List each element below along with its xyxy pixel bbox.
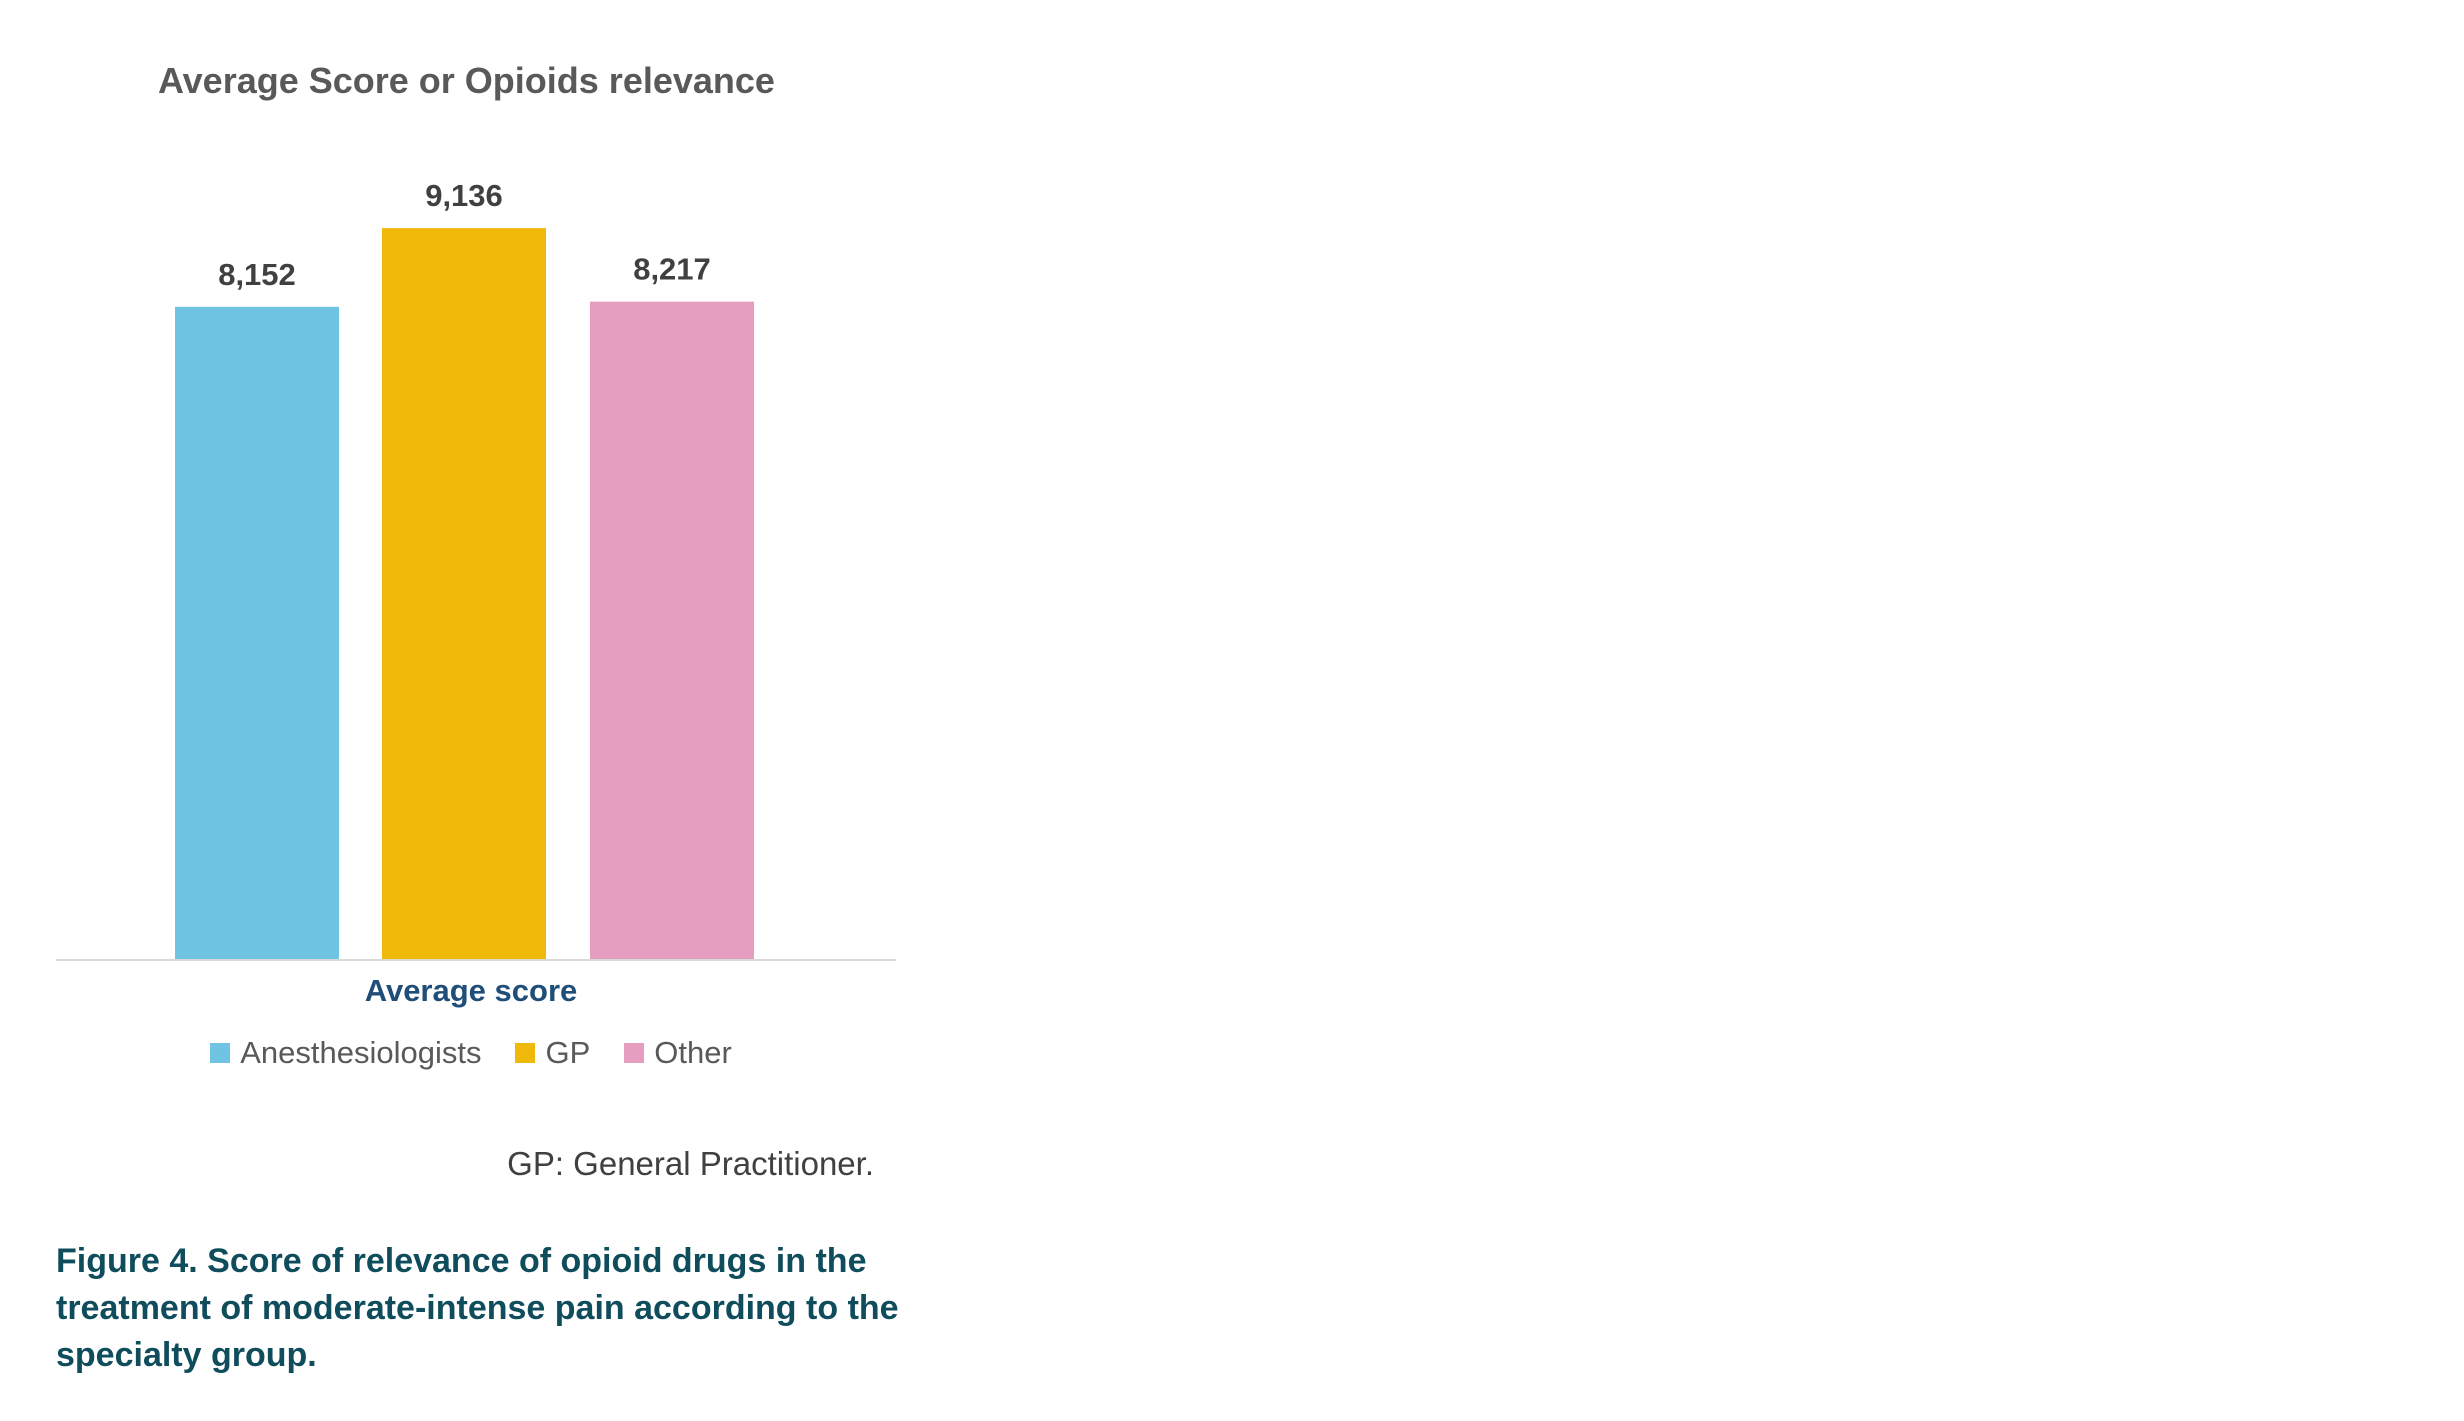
chart-legend: Anesthesiologists GP Other bbox=[56, 1035, 886, 1071]
figure-caption: Figure 4. Score of relevance of opioid d… bbox=[56, 1242, 899, 1374]
legend-swatch-anesthesiologists bbox=[210, 1043, 231, 1063]
legend-item-anesthesiologists: Anesthesiologists bbox=[210, 1035, 481, 1071]
bar-chart: 8,152 9,136 8,217 bbox=[56, 178, 896, 961]
data-label-anesthesiologists: 8,152 bbox=[218, 257, 296, 292]
data-label-other: 8,217 bbox=[633, 252, 711, 287]
legend-label-gp: GP bbox=[545, 1035, 591, 1070]
data-label-gp: 9,136 bbox=[425, 178, 503, 213]
legend-label-anesthesiologists: Anesthesiologists bbox=[240, 1035, 482, 1070]
legend-item-gp: GP bbox=[515, 1035, 590, 1071]
bar-other bbox=[590, 301, 754, 959]
legend-item-other: Other bbox=[624, 1035, 732, 1071]
legend-swatch-other bbox=[624, 1043, 645, 1063]
legend-swatch-gp bbox=[515, 1043, 536, 1063]
chart-title: Average Score or Opioids relevance bbox=[158, 60, 775, 101]
bar-anesthesiologists bbox=[175, 306, 339, 960]
x-category-label: Average score bbox=[364, 973, 578, 1008]
footnote: GP: General Practitioner. bbox=[507, 1145, 874, 1182]
legend-label-other: Other bbox=[654, 1035, 732, 1070]
bar-gp bbox=[382, 228, 546, 959]
